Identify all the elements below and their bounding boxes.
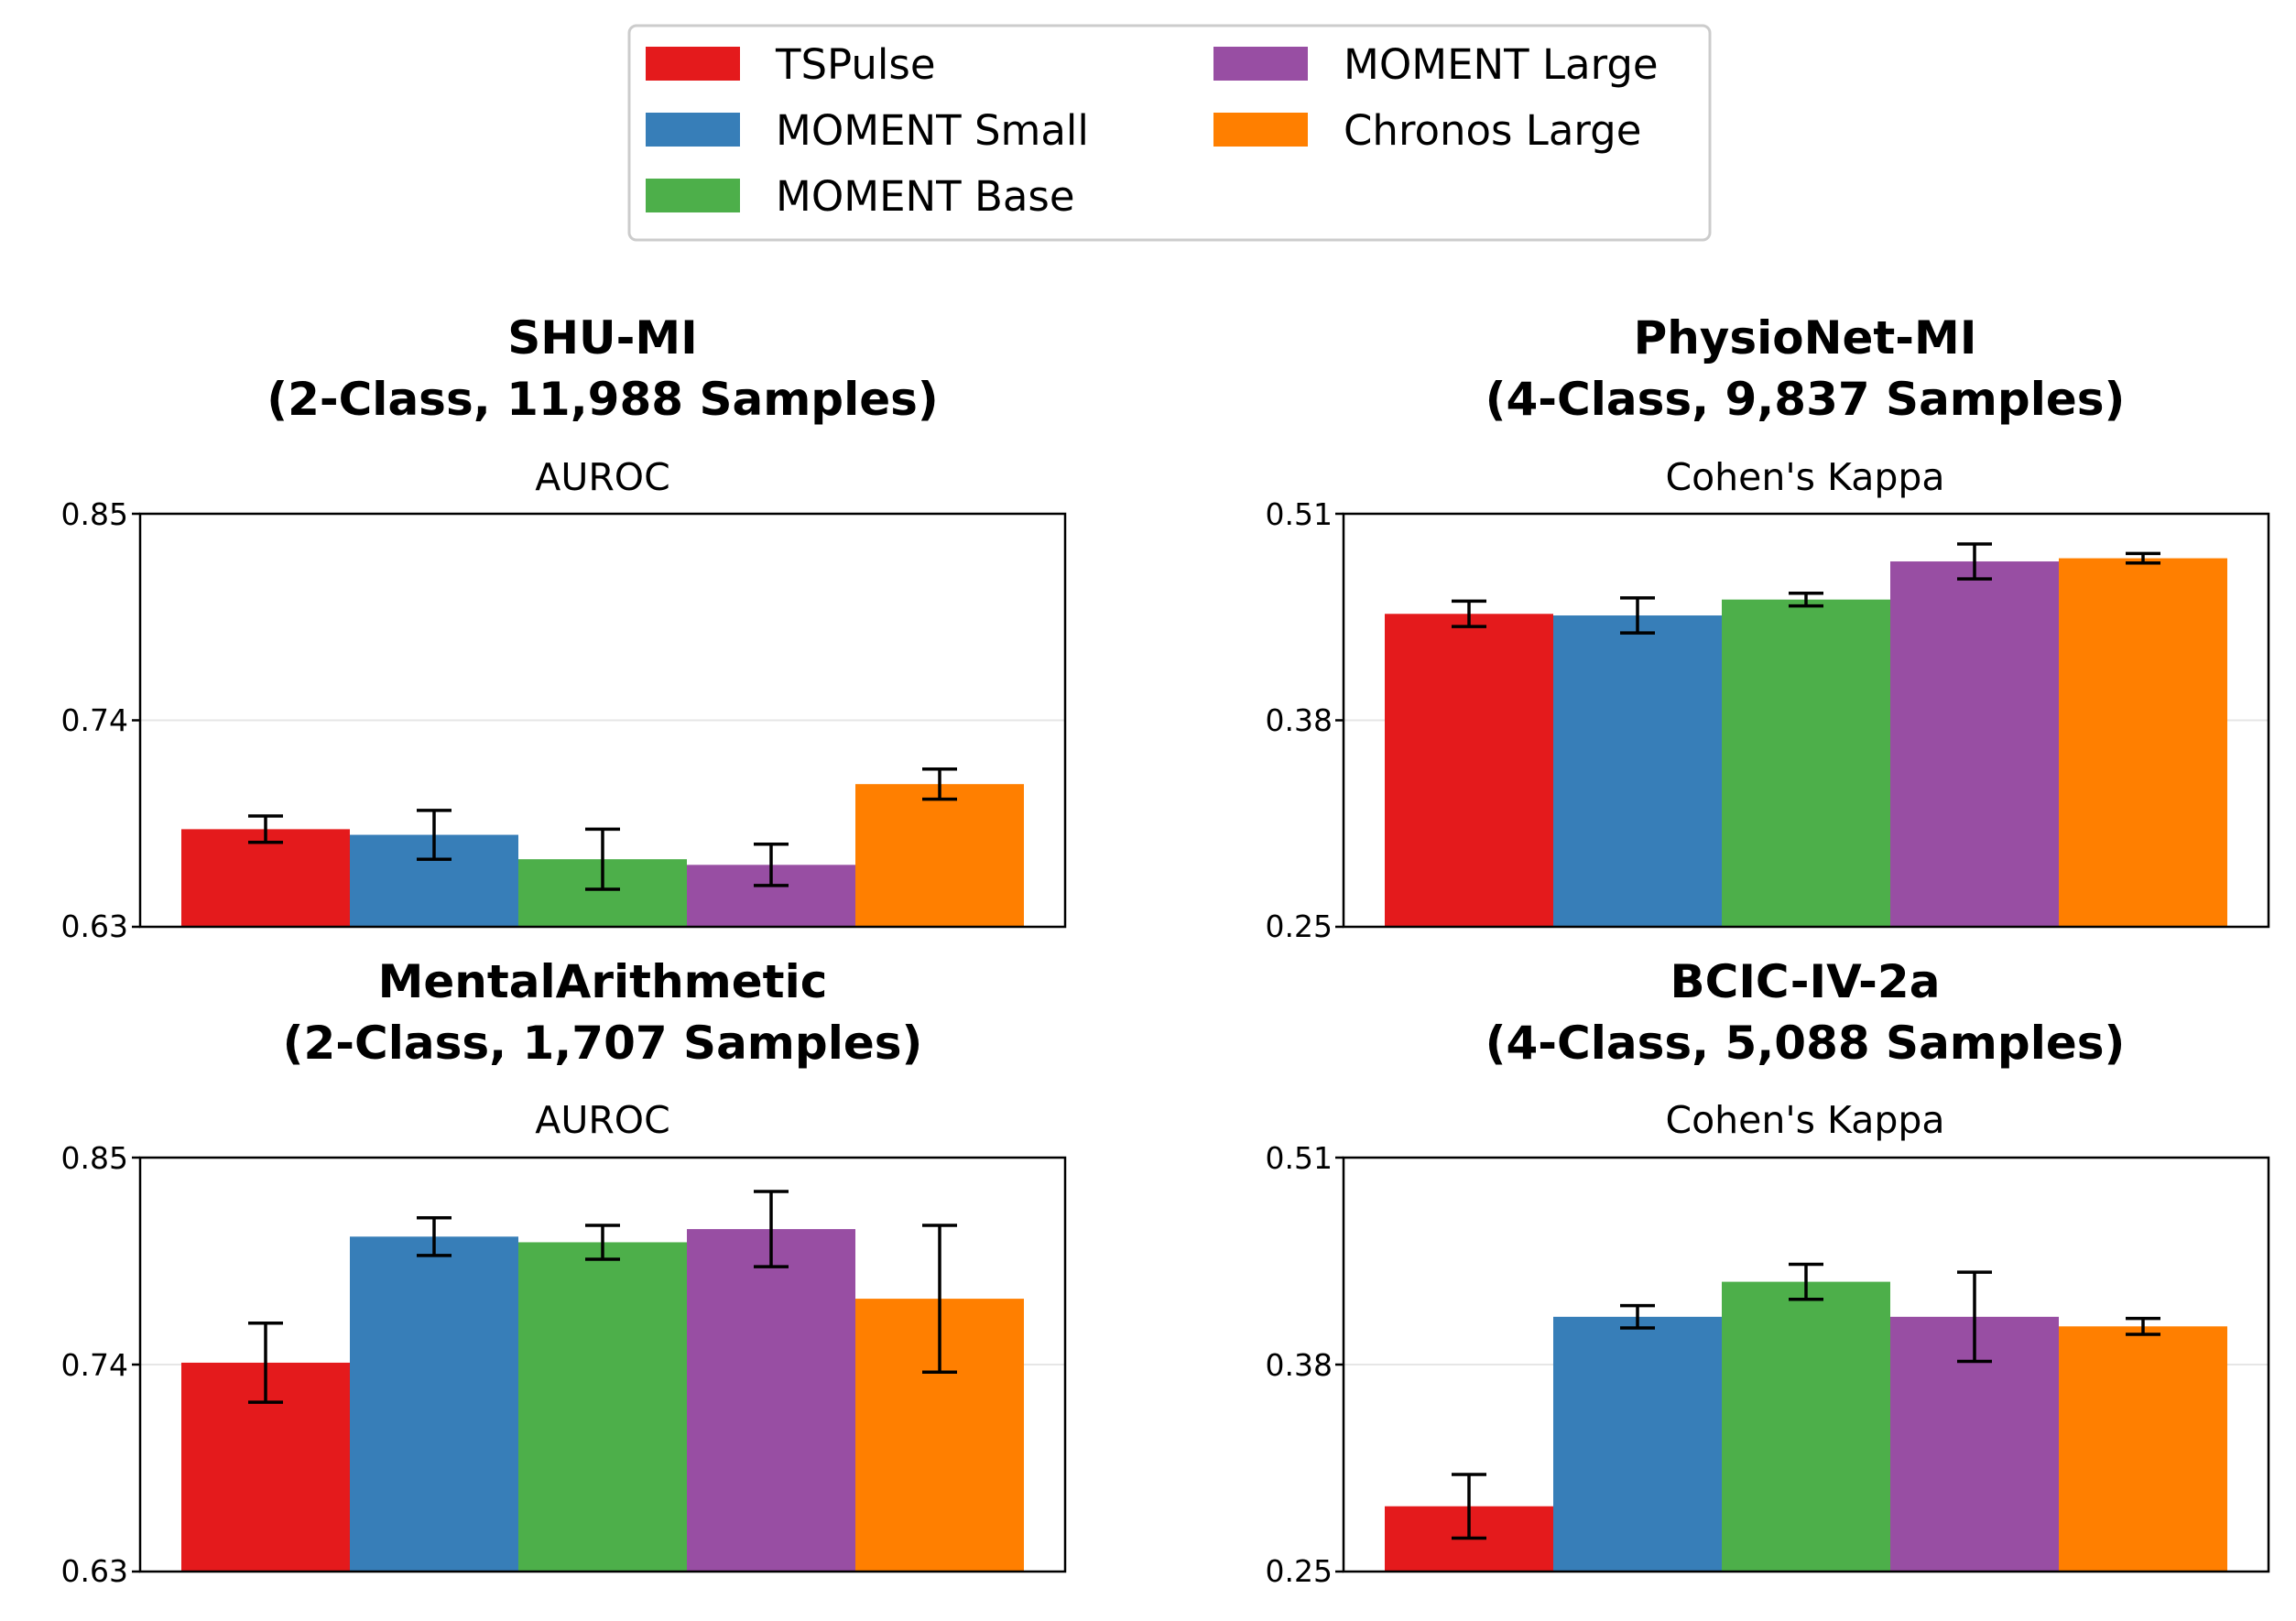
panel-title-line1: BCIC-IV-2a	[1670, 955, 1941, 1008]
legend-swatch	[1213, 113, 1308, 147]
y-tick-label: 0.51	[1266, 1140, 1333, 1176]
error-bar	[585, 1224, 620, 1261]
y-tick-label: 0.25	[1266, 1553, 1333, 1589]
y-tick-label: 0.63	[61, 1553, 128, 1589]
y-tick-label: 0.25	[1266, 908, 1333, 944]
y-tick-label: 0.74	[61, 1347, 128, 1383]
bar	[687, 1229, 855, 1572]
error-bar	[1789, 591, 1823, 608]
error-bar	[585, 827, 620, 891]
y-tick-label: 0.74	[61, 702, 128, 738]
panel-title-line2: (4-Class, 9,837 Samples)	[1485, 373, 2126, 426]
metric-label: AUROC	[535, 1098, 669, 1142]
panel-title-line2: (2-Class, 1,707 Samples)	[283, 1017, 923, 1070]
legend: TSPulse MOMENT Small MOMENT Base MOMENT Lar…	[627, 24, 1712, 242]
error-bar	[1452, 599, 1486, 628]
error-bar	[1620, 596, 1655, 635]
error-bar	[922, 767, 957, 801]
bar	[855, 784, 1024, 927]
legend-label: Chronos Large	[1344, 106, 1641, 155]
legend-swatch	[646, 113, 740, 147]
legend-swatch	[1213, 47, 1308, 81]
panel-physionet-mi: PhysioNet-MI (4-Class, 9,837 Samples) Co…	[1266, 311, 2270, 944]
error-bar	[2126, 551, 2160, 565]
y-tick-label: 0.85	[61, 1140, 128, 1176]
error-bar	[248, 814, 283, 844]
metric-label: Cohen's Kappa	[1665, 455, 1944, 499]
bar	[1890, 561, 2059, 927]
y-tick-label: 0.51	[1266, 496, 1333, 532]
y-tick-label: 0.63	[61, 908, 128, 944]
error-bar	[754, 843, 789, 887]
bar	[1722, 599, 1890, 927]
panel-shu-mi: SHU-MI (2-Class, 11,988 Samples) AUROC 0…	[61, 311, 1067, 944]
legend-swatch	[646, 179, 740, 212]
bar	[1553, 1316, 1722, 1572]
metric-label: AUROC	[535, 455, 669, 499]
error-bar	[2126, 1316, 2160, 1336]
panel-title-line1: PhysioNet-MI	[1634, 311, 1977, 364]
panel-title-line1: MentalArithmetic	[378, 955, 828, 1008]
bar	[2059, 1326, 2227, 1572]
bar	[2059, 558, 2227, 927]
error-bar	[417, 1215, 452, 1257]
bar	[1722, 1281, 1890, 1572]
bar	[181, 829, 350, 927]
error-bar	[922, 1224, 957, 1374]
panel-title-line1: SHU-MI	[507, 311, 698, 364]
legend-label: MOMENT Base	[776, 172, 1075, 221]
legend-label: MOMENT Large	[1344, 40, 1659, 89]
bar	[350, 1236, 518, 1572]
y-tick-label: 0.38	[1266, 702, 1333, 738]
legend-frame	[627, 24, 1712, 242]
panel-title-line2: (4-Class, 5,088 Samples)	[1485, 1017, 2126, 1070]
error-bar	[248, 1322, 283, 1404]
error-bar	[417, 809, 452, 861]
y-tick-label: 0.85	[61, 496, 128, 532]
error-bar	[1789, 1262, 1823, 1301]
legend-label: MOMENT Small	[776, 106, 1089, 155]
error-bar	[1957, 542, 1992, 581]
legend-label: TSPulse	[775, 40, 936, 89]
error-bar	[754, 1190, 789, 1268]
metric-label: Cohen's Kappa	[1665, 1098, 1944, 1142]
y-tick-label: 0.38	[1266, 1347, 1333, 1383]
bar	[1553, 615, 1722, 927]
error-bar	[1620, 1303, 1655, 1330]
bar	[1385, 614, 1553, 927]
error-bar	[1452, 1473, 1486, 1540]
panel-mentalarithmetic: MentalArithmetic (2-Class, 1,707 Samples…	[61, 955, 1067, 1589]
legend-swatch	[646, 47, 740, 81]
error-bar	[1957, 1270, 1992, 1364]
panel-bcic-iv-2a: BCIC-IV-2a (4-Class, 5,088 Samples) Cohe…	[1266, 955, 2270, 1589]
bar	[518, 1242, 687, 1572]
panel-title-line2: (2-Class, 11,988 Samples)	[267, 373, 939, 426]
